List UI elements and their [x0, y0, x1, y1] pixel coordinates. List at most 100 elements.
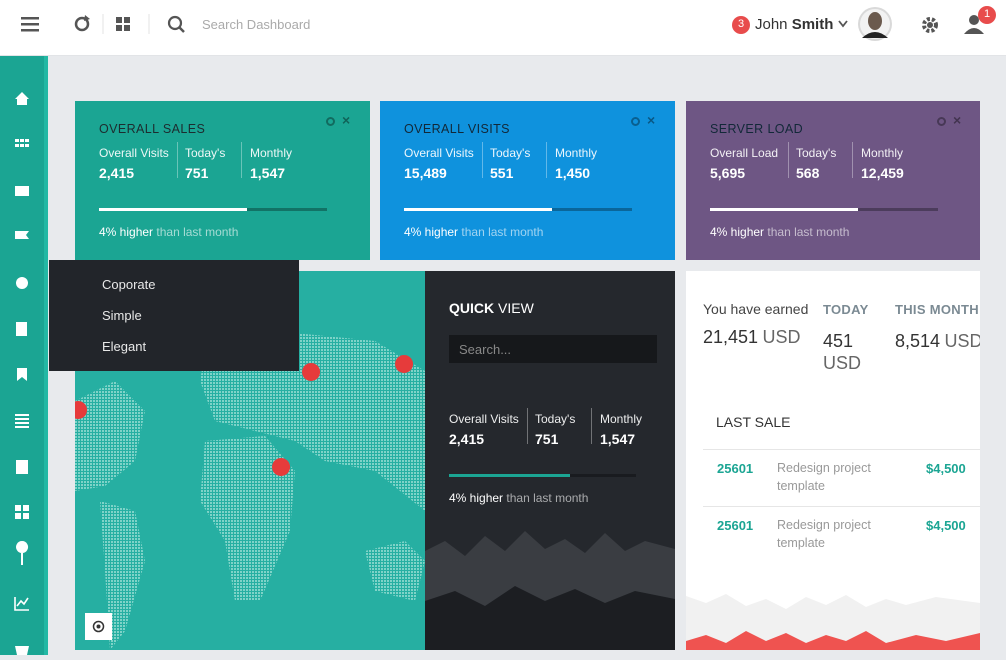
month-total: 8,514 USD	[895, 331, 980, 352]
map-graphic	[75, 331, 425, 650]
alerts-button[interactable]	[964, 15, 984, 34]
progress-fill	[404, 208, 552, 211]
map-pins	[75, 355, 414, 498]
card-refresh[interactable]	[937, 117, 946, 126]
user-chevron[interactable]	[838, 20, 848, 28]
today-amount: 451	[823, 331, 854, 351]
progress-text: 4% higher than last month	[449, 491, 588, 505]
menu-button[interactable]	[21, 17, 39, 32]
earnings-panel: You have earned 21,451 USD TODAY 451 USD…	[686, 271, 980, 650]
unit: USD	[762, 327, 801, 347]
stat-value: 12,459	[861, 165, 904, 181]
nav-pin[interactable]	[16, 541, 29, 565]
stat-value: 568	[796, 165, 820, 181]
stat-label: Monthly	[861, 146, 904, 160]
stat-label: Overall Visits	[99, 146, 169, 160]
card-close[interactable]: ×	[342, 112, 351, 128]
amount: 21,451	[703, 327, 759, 347]
card-title: OVERALL VISITS	[404, 122, 510, 136]
nav-basket[interactable]	[15, 646, 29, 655]
progress-note: than last month	[506, 491, 589, 505]
stat-label: Monthly	[600, 412, 643, 426]
sale-id: 25601	[717, 461, 754, 476]
month-label: THIS MONTH	[895, 302, 979, 317]
search-icon	[167, 15, 185, 33]
stat-value: 1,450	[555, 165, 591, 181]
progress-note: than last month	[461, 225, 544, 239]
sale-id: 25601	[717, 518, 754, 533]
stat-card: OVERALL VISITS × Overall Visits 15,489 Today…	[380, 101, 675, 260]
settings-button[interactable]	[922, 17, 938, 33]
user-name[interactable]: John Smith	[755, 16, 833, 33]
quick-view: QUICK VIEW Search... Overall Visits 2,415…	[425, 271, 675, 650]
message-badge-bg	[732, 16, 750, 34]
nav-page[interactable]	[16, 322, 27, 336]
row-divider	[703, 506, 980, 507]
stat-label: Today's	[490, 146, 531, 160]
card-close[interactable]: ×	[647, 112, 656, 128]
sale-amount: $4,500	[926, 518, 966, 533]
sale-description: Redesign project template	[777, 461, 871, 493]
card-refresh[interactable]	[326, 117, 335, 126]
nav-flag[interactable]	[15, 231, 29, 239]
top-bar: Search Dashboard 3 John Smith 1	[0, 0, 1006, 56]
progress-text: 4% higher than last month	[710, 225, 849, 239]
nav-mail[interactable]	[15, 186, 29, 196]
top-icons	[21, 6, 996, 41]
stat-value: 15,489	[404, 165, 447, 181]
apps-button[interactable]	[116, 17, 130, 31]
stat-value: 5,695	[710, 165, 746, 181]
progress-bar	[99, 208, 327, 211]
dropdown-menu: Coporate Simple Elegant	[49, 260, 299, 371]
avatar[interactable]	[858, 7, 892, 41]
menu-item[interactable]: Elegant	[102, 339, 147, 354]
search-input[interactable]: Search Dashboard	[202, 17, 311, 32]
card-refresh[interactable]	[631, 117, 640, 126]
nav-home[interactable]	[15, 92, 29, 105]
progress-label: 4% higher	[710, 225, 765, 239]
stat-separator	[852, 142, 853, 178]
stat-separator	[482, 142, 483, 178]
progress-label: 4% higher	[404, 225, 459, 239]
stat-value: 751	[185, 165, 209, 181]
unit: USD	[944, 331, 981, 351]
nav-chart[interactable]	[14, 597, 29, 611]
refresh-button[interactable]	[74, 15, 90, 32]
progress-text: 4% higher than last month	[99, 225, 238, 239]
progress-bar	[449, 474, 636, 477]
quick-view-title: QUICK VIEW	[449, 300, 534, 316]
menu-item[interactable]: Coporate	[102, 277, 156, 292]
stat-separator	[241, 142, 242, 178]
stat-label: Overall Load	[710, 146, 779, 160]
stat-label: Today's	[185, 146, 226, 160]
today-unit: USD	[823, 353, 862, 373]
menu-item[interactable]: Simple	[102, 308, 142, 323]
card-close[interactable]: ×	[953, 112, 962, 128]
sidebar-icons	[14, 92, 29, 655]
message-badge: 3	[737, 18, 745, 30]
progress-bar	[404, 208, 632, 211]
nav-widgets[interactable]	[15, 505, 29, 519]
quick-search[interactable]: Search...	[449, 335, 657, 363]
locate-button[interactable]	[85, 613, 112, 640]
nav-grid[interactable]	[15, 139, 29, 147]
progress-label: 4% higher	[99, 225, 154, 239]
stat-value: 1,547	[250, 165, 286, 181]
stat-separator	[546, 142, 547, 178]
nav-theme[interactable]	[16, 277, 28, 289]
progress-fill	[449, 474, 570, 477]
nav-docs[interactable]	[16, 460, 28, 474]
nav-bookmark[interactable]	[17, 368, 27, 381]
progress-bar	[710, 208, 938, 211]
progress-fill	[710, 208, 858, 211]
nav-list[interactable]	[15, 414, 29, 428]
progress-note: than last month	[767, 225, 850, 239]
sale-amount: $4,500	[926, 461, 966, 476]
earned-total: 21,451 USD	[703, 327, 801, 348]
stat-value: 551	[490, 165, 514, 181]
title-bold: QUICK	[449, 300, 495, 316]
stat-card: OVERALL SALES × Overall Visits 2,415 Today's…	[75, 101, 370, 260]
card-title: SERVER LOAD	[710, 122, 804, 136]
alert-badge-bg	[978, 6, 996, 24]
